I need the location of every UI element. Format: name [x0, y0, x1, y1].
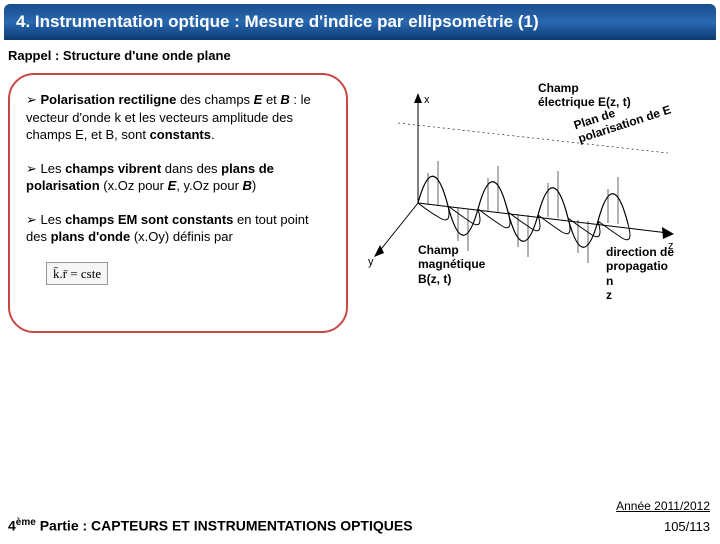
txt: (x.Oz pour	[100, 178, 168, 193]
content-area: ➢ Polarisation rectiligne des champs E e…	[0, 73, 720, 333]
bullet-2: ➢ Les champs vibrent dans des plans de p…	[26, 160, 332, 195]
bullet-1: ➢ Polarisation rectiligne des champs E e…	[26, 91, 332, 144]
txt: champs EM sont constants	[65, 212, 233, 227]
bullet-box: ➢ Polarisation rectiligne des champs E e…	[8, 73, 348, 333]
txt: direction de	[606, 245, 674, 259]
axis-x-label: x	[424, 94, 430, 106]
txt: Polarisation rectiligne	[41, 92, 177, 107]
txt: , y.Oz pour	[176, 178, 242, 193]
txt: B	[243, 178, 252, 193]
txt: constants	[150, 127, 211, 142]
txt: B	[280, 92, 289, 107]
txt: magnétique	[418, 257, 485, 271]
bullet-marker: ➢ Les	[26, 212, 65, 227]
txt: dans des	[161, 161, 221, 176]
slide-title: 4. Instrumentation optique : Mesure d'in…	[4, 4, 716, 40]
txt: B(z, t)	[418, 272, 451, 286]
txt: ème	[16, 517, 36, 528]
txt: propagatio	[606, 259, 668, 273]
page-number: 105/113	[616, 519, 710, 534]
txt: Partie : CAPTEURS ET INSTRUMENTATIONS OP…	[36, 518, 413, 534]
txt: des champs	[176, 92, 253, 107]
bullet-marker: ➢ Les	[26, 161, 65, 176]
slide-subtitle: Rappel : Structure d'une onde plane	[8, 48, 708, 63]
txt: plans d'onde	[51, 229, 131, 244]
equation: k̄.r̄ = cste	[46, 262, 108, 286]
bullet-marker: ➢	[26, 92, 41, 107]
txt: .	[211, 127, 215, 142]
txt: champs vibrent	[65, 161, 161, 176]
bullet-3: ➢ Les champs EM sont constants en tout p…	[26, 211, 332, 246]
txt: 4	[8, 518, 16, 534]
wave-diagram: x y z Champ électrique E(z, t)	[358, 73, 698, 333]
year-label: Année 2011/2012	[616, 499, 710, 513]
equation-box: k̄.r̄ = cste	[46, 262, 332, 286]
txt: z	[606, 288, 612, 302]
footer-left: 4ème Partie : CAPTEURS ET INSTRUMENTATIO…	[0, 517, 720, 538]
txt: (x.Oy) définis par	[130, 229, 233, 244]
txt: E	[168, 178, 177, 193]
txt: et	[262, 92, 280, 107]
txt: n	[606, 274, 613, 288]
txt: Champ	[418, 243, 459, 257]
b-field-label: Champ magnétique B(z, t)	[418, 243, 485, 286]
footer: 4ème Partie : CAPTEURS ET INSTRUMENTATIO…	[0, 517, 720, 538]
axis-y-label: y	[368, 256, 374, 268]
txt: Champ	[538, 81, 579, 95]
footer-right: Année 2011/2012 105/113	[616, 499, 710, 534]
txt: )	[252, 178, 256, 193]
direction-label: direction de propagatio n z	[606, 245, 674, 303]
